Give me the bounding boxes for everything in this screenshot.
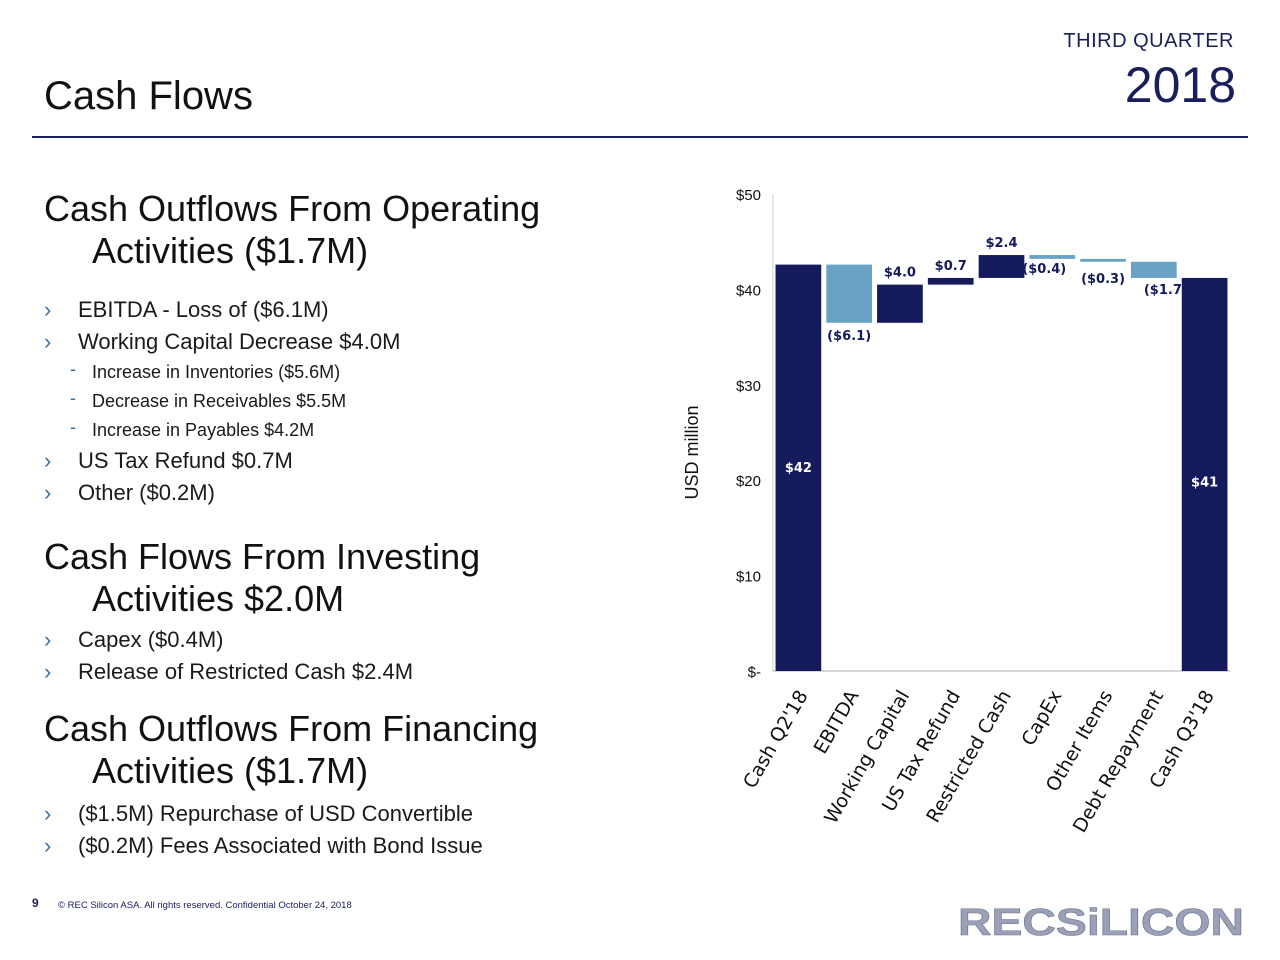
chevron-right-icon: › (44, 833, 52, 858)
waterfall-bar (1130, 261, 1177, 278)
data-label: ($0.3) (1081, 272, 1125, 287)
data-label: ($1.7) (1144, 283, 1188, 298)
y-tick-label: $30 (736, 378, 761, 395)
data-label: $42 (785, 461, 812, 476)
waterfall-bar (1029, 255, 1076, 259)
bullet-text: Capex ($0.4M) (78, 627, 224, 652)
bullet-text: ($1.5M) Repurchase of USD Convertible (78, 801, 473, 826)
investing-section: Cash Flows From Investing Activities $2.… (44, 536, 644, 688)
chevron-right-icon: › (44, 329, 52, 354)
page-title: Cash Flows (44, 74, 253, 118)
operating-heading: Cash Outflows From Operating Activities … (44, 188, 644, 272)
sub-list-item: - Increase in Inventories ($5.6M) (44, 358, 644, 387)
chevron-right-icon: › (44, 448, 52, 473)
financing-heading-line1: Cash Outflows From Financing (44, 708, 539, 749)
footer-copyright: © REC Silicon ASA. All rights reserved. … (58, 900, 352, 911)
year-label: 2018 (1124, 57, 1236, 113)
bullet-text: Other ($0.2M) (78, 480, 215, 505)
list-item: › Release of Restricted Cash $2.4M (44, 656, 644, 688)
operating-heading-line1: Cash Outflows From Operating (44, 188, 541, 229)
sub-bullet-text: Decrease in Receivables $5.5M (92, 391, 347, 411)
list-item: › EBITDA - Loss of ($6.1M) (44, 294, 644, 326)
bullet-text: Working Capital Decrease $4.0M (78, 329, 401, 354)
data-label: $2.4 (985, 236, 1017, 251)
sub-bullet-text: Increase in Inventories ($5.6M) (92, 362, 341, 382)
bullet-text: Release of Restricted Cash $2.4M (78, 659, 414, 684)
data-label: $4.0 (884, 266, 916, 281)
y-tick-label: $- (748, 664, 761, 681)
sub-list-item: - Decrease in Receivables $5.5M (44, 387, 644, 416)
waterfall-bar (1080, 258, 1126, 262)
x-tick-label: EBITDA (810, 687, 864, 758)
y-axis-title: USD million (682, 405, 702, 499)
x-tick-label: CapEx (1017, 687, 1066, 750)
waterfall-bar (826, 264, 873, 323)
quarter-label: THIRD QUARTER (1063, 30, 1234, 52)
bullet-text: EBITDA - Loss of ($6.1M) (78, 297, 329, 322)
data-label: $41 (1191, 475, 1218, 490)
dash-icon: - (70, 417, 76, 437)
operating-heading-line2: Activities ($1.7M) (92, 230, 369, 271)
financing-heading: Cash Outflows From Financing Activities … (44, 708, 644, 792)
waterfall-chart: $- $10 $20 $30 $40 $50 USD million $42 ($6.1) $4.… (682, 187, 1230, 837)
page-number: 9 (32, 896, 39, 910)
list-item: › ($1.5M) Repurchase of USD Convertible (44, 798, 644, 830)
chevron-right-icon: › (44, 297, 52, 322)
waterfall-bar (877, 284, 923, 323)
waterfall-bar (978, 255, 1025, 278)
title-divider (32, 136, 1248, 138)
sub-list-item: - Increase in Payables $4.2M (44, 416, 644, 445)
list-item: › Working Capital Decrease $4.0M (44, 326, 644, 358)
y-tick-label: $50 (736, 187, 761, 204)
list-item: › Other ($0.2M) (44, 477, 644, 509)
waterfall-bar (927, 277, 974, 285)
dash-icon: - (70, 388, 76, 408)
list-item: › ($0.2M) Fees Associated with Bond Issue (44, 830, 644, 862)
waterfall-bar (775, 264, 822, 671)
data-label: $0.7 (935, 259, 967, 274)
bullet-text: US Tax Refund $0.7M (78, 448, 293, 473)
list-item: › US Tax Refund $0.7M (44, 445, 644, 477)
operating-section: Cash Outflows From Operating Activities … (44, 188, 644, 509)
financing-heading-line2: Activities ($1.7M) (92, 750, 369, 791)
y-tick-label: $40 (736, 282, 761, 299)
chevron-right-icon: › (44, 480, 52, 505)
x-tick-label: Debt Repayment (1069, 687, 1168, 837)
dash-icon: - (70, 359, 76, 379)
chevron-right-icon: › (44, 627, 52, 652)
data-label: ($6.1) (827, 329, 871, 344)
financing-section: Cash Outflows From Financing Activities … (44, 708, 644, 862)
x-tick-label: Cash Q2'18 (739, 687, 813, 793)
investing-heading: Cash Flows From Investing Activities $2.… (44, 536, 644, 620)
investing-heading-line1: Cash Flows From Investing (44, 536, 481, 577)
chevron-right-icon: › (44, 801, 52, 826)
list-item: › Capex ($0.4M) (44, 624, 644, 656)
sub-bullet-text: Increase in Payables $4.2M (92, 420, 315, 440)
investing-heading-line2: Activities $2.0M (92, 578, 345, 619)
waterfall-bar (1181, 277, 1228, 671)
y-tick-label: $10 (736, 569, 761, 586)
y-tick-label: $20 (736, 473, 761, 490)
logo-text: RECSiLICON (958, 902, 1244, 942)
chevron-right-icon: › (44, 659, 52, 684)
bullet-text: ($0.2M) Fees Associated with Bond Issue (78, 833, 483, 858)
data-label: ($0.4) (1022, 262, 1066, 277)
rec-silicon-logo: RECSiLICON (958, 902, 1244, 942)
